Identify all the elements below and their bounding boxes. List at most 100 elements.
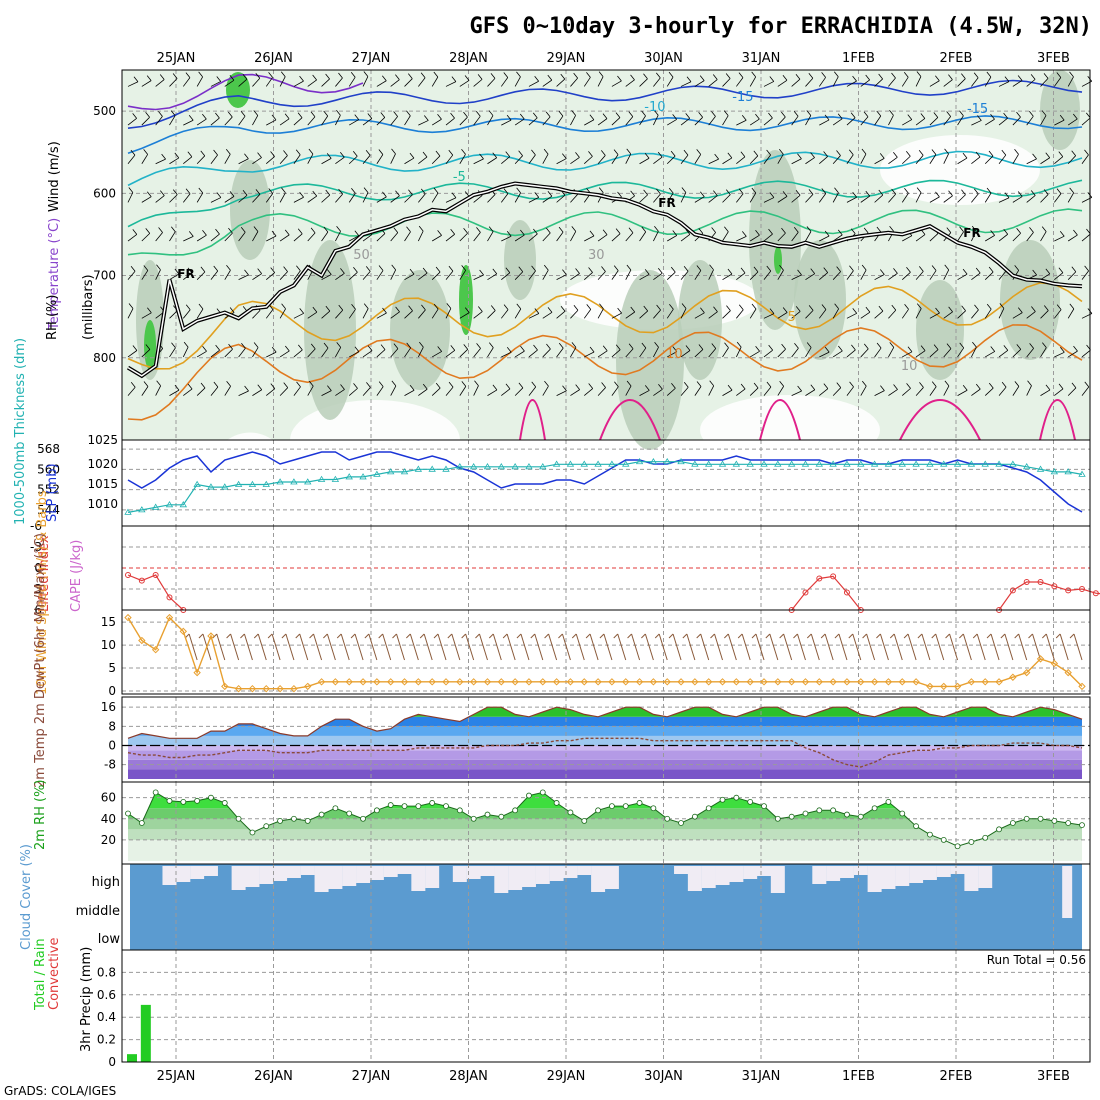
wind-barb: [141, 233, 151, 242]
wind-speed-marker: [193, 668, 201, 677]
wind-barb-flag: [602, 345, 608, 352]
wind-barb-10m-flag: [806, 633, 812, 639]
wind-barb-flag: [490, 73, 496, 79]
wind-barb: [791, 311, 801, 319]
wind-barb-10m: [962, 633, 972, 661]
wind-barb: [542, 232, 551, 242]
wind-barb-flag: [420, 72, 426, 79]
wind-barb-flag: [174, 268, 180, 275]
wind-barb-flag: [158, 227, 163, 233]
wind-barb: [653, 347, 659, 358]
wind-barb-10m: [714, 633, 723, 661]
wind-barb-10m-flag: [433, 633, 439, 639]
wind-barb: [777, 312, 788, 319]
precip-total-label: Total / Rain: [33, 938, 48, 1011]
wind-barb: [556, 194, 566, 203]
wind-barb-flag: [422, 267, 428, 274]
wind-barb-flag: [257, 152, 262, 158]
wind-barb-flag: [187, 267, 193, 274]
wind-barb-flag: [492, 268, 498, 275]
thickness-marker: [345, 473, 353, 480]
wind-barb-flag: [668, 71, 674, 78]
wind-speed-marker: [815, 678, 824, 686]
wind-barb-flag: [795, 306, 801, 312]
wind-barb-flag: [861, 380, 867, 387]
cloud-clear-segment: [190, 866, 205, 879]
wind-barb-flag: [824, 114, 830, 121]
wind-barb: [722, 194, 731, 203]
rh-moist-region: [1000, 240, 1060, 360]
wind-barb: [556, 274, 567, 281]
lifted-index-point: [1079, 586, 1085, 592]
wind-barb: [279, 192, 286, 203]
wind-barb-flag: [656, 72, 661, 79]
wind-barb-flag: [492, 384, 498, 391]
wind-barb: [542, 116, 551, 126]
wind-speed-marker: [843, 678, 851, 686]
wind-barb: [487, 194, 496, 203]
wind-barb: [348, 193, 356, 203]
thickness-marker: [373, 470, 381, 477]
wind-barb: [1040, 273, 1051, 281]
wind-barb: [874, 347, 882, 358]
wind-barb-flag: [363, 71, 369, 77]
wind-barb-flag: [1059, 114, 1065, 121]
wind-speed-marker: [649, 678, 658, 686]
cloud-clear-segment: [535, 866, 550, 884]
wind-barb-10m-flag: [198, 633, 204, 639]
wind-speed-marker: [511, 678, 519, 686]
wind-barb: [985, 351, 995, 358]
wind-barb: [929, 117, 939, 126]
wind-barb: [196, 350, 207, 358]
wind-barb: [985, 235, 995, 242]
wind-barb-flag: [806, 110, 812, 116]
wind-barb-flag: [988, 382, 994, 389]
wind-barb: [901, 272, 911, 280]
thickness-marker: [622, 460, 630, 467]
date-label: 31JAN: [742, 1069, 781, 1084]
rh-point: [291, 815, 297, 822]
wind-barb: [708, 195, 718, 203]
wind-barb: [666, 387, 676, 396]
wind-barb: [915, 271, 924, 280]
wind-barb-flag: [295, 149, 301, 155]
wind-barb-flag: [216, 76, 222, 82]
wind-barb: [279, 387, 289, 396]
rh-point: [1051, 817, 1058, 824]
wind-barb-flag: [990, 346, 996, 352]
temp-band: [122, 698, 1090, 708]
freezing-level-label: FR: [963, 226, 980, 240]
wind-barb-10m-flag: [751, 633, 757, 639]
wind-barb-flag: [615, 344, 621, 350]
wind-barb-flag: [562, 385, 567, 392]
wind-barb-flag: [711, 111, 716, 117]
cloud-clear-segment: [411, 866, 426, 891]
wind-barb-flag: [281, 303, 286, 310]
wind-barb-flag: [999, 303, 1005, 309]
rh-point: [899, 810, 906, 817]
wind-barb: [763, 349, 773, 358]
wind-barb: [888, 347, 895, 358]
wind-barb: [597, 155, 606, 164]
wind-barb: [984, 76, 992, 87]
wind-barb-10m: [354, 633, 364, 661]
wind-barb-flag: [837, 113, 843, 120]
wind-barb-flag: [350, 71, 356, 78]
wind-barb: [127, 387, 136, 396]
cloud-level-label: middle: [76, 904, 120, 919]
wind-barb: [362, 387, 371, 396]
wind-barb-flag: [948, 74, 953, 80]
wind-barb: [238, 78, 248, 87]
wind-barb: [349, 351, 360, 358]
wind-barb: [639, 390, 650, 396]
wind-barb-flag: [975, 267, 981, 274]
wind-barb-flag: [185, 72, 191, 78]
wind-speed-marker: [483, 678, 492, 686]
wind-barb-10m: [976, 633, 986, 661]
wind-barb: [722, 115, 729, 126]
wind-barb-flag: [972, 341, 977, 348]
wind-barb-flag: [628, 227, 634, 233]
wind-barb: [846, 349, 856, 358]
wind-barb: [791, 158, 802, 165]
cloud-clear-segment: [356, 866, 371, 883]
